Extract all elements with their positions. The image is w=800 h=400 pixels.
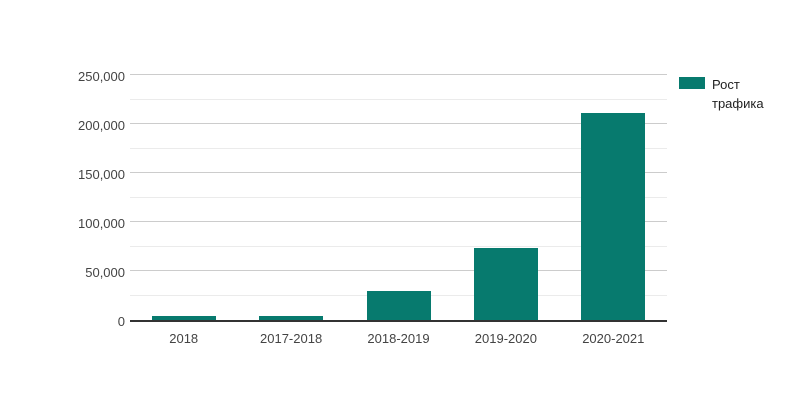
y-tick-label: 200,000 [78,118,125,133]
major-gridline [130,172,667,173]
legend-swatch-icon [679,77,705,89]
bar-2018[interactable] [151,316,216,320]
minor-gridline [130,196,667,198]
major-gridline [130,270,667,271]
bar-2020-2021[interactable] [581,113,646,320]
y-tick-label: 100,000 [78,216,125,231]
bar-2018-2019[interactable] [366,290,431,320]
x-tick-label: 2018 [169,331,199,346]
bar-2019-2020[interactable] [473,248,538,320]
legend: Рост трафика [679,75,770,113]
x-tick-label: 2017-2018 [260,331,323,346]
y-tick-label: 50,000 [85,265,125,280]
bar-2017-2018[interactable] [259,316,324,320]
x-tick-label: 2020-2021 [582,331,645,346]
major-gridline [130,221,667,222]
y-tick-label: 150,000 [78,167,125,182]
y-tick-label: 0 [117,314,125,329]
y-axis-labels: 0 50,000 100,000 150,000 200,000 250,000 [0,69,125,329]
legend-label: Рост трафика [712,77,764,111]
minor-gridline [130,245,667,247]
minor-gridline [130,98,667,100]
x-axis-labels: 2018 2017-2018 2018-2019 2019-2020 2020-2021 [130,331,667,347]
y-tick-label: 250,000 [78,69,125,84]
x-tick-label: 2019-2020 [474,331,537,346]
major-gridline [130,123,667,124]
minor-gridline [130,147,667,149]
major-gridline [130,74,667,75]
x-tick-label: 2018-2019 [367,331,430,346]
plot-area [130,74,667,322]
